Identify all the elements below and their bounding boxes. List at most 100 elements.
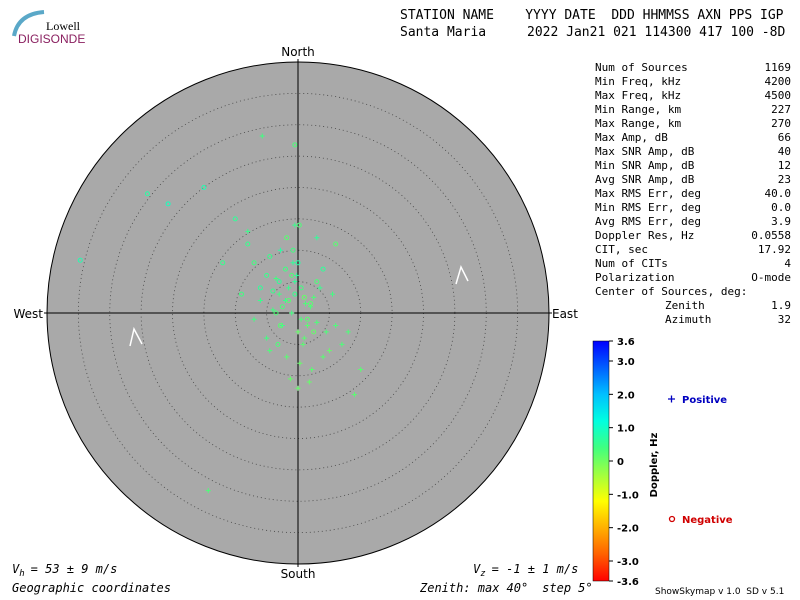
source-negative <box>320 266 326 272</box>
source-positive <box>323 329 329 335</box>
stat-value: 12 <box>778 159 791 172</box>
source-positive <box>311 294 317 300</box>
colorbar: 3.6 3.0 2.0 1.0 0 -1.0 -2.0 -3.0 -3.6 <box>592 337 639 588</box>
stat-label: Avg SNR Amp, dB <box>595 173 695 186</box>
source-negative <box>314 279 320 285</box>
source-positive <box>300 341 306 347</box>
source-negative <box>289 272 295 278</box>
coordinates: Geographic coordinates <box>12 581 171 595</box>
source-positive <box>259 133 265 139</box>
zenith-max-unit: ° <box>521 581 528 595</box>
zenith-step: 5 <box>578 581 585 595</box>
stat-value: 23 <box>778 173 791 186</box>
colorbar-tick-label: 0 <box>617 457 624 468</box>
colorbar-tick-label: -3.0 <box>617 557 639 568</box>
south-label: South <box>281 567 316 581</box>
source-negative <box>286 297 292 303</box>
stat-value: 66 <box>778 131 791 144</box>
colorbar-tick-label: -2.0 <box>617 524 639 535</box>
vh-text: = 53 ± 9 m/s <box>31 562 118 576</box>
source-positive <box>309 366 315 372</box>
vz-text: = -1 ± 1 m/s <box>492 562 579 576</box>
vz-symbol: V <box>473 562 481 576</box>
stat-label: Num of Sources <box>595 61 688 74</box>
stat-label: Num of CITs <box>595 257 668 270</box>
stat-label: Min Range, km <box>595 103 681 116</box>
source-negative <box>295 260 301 266</box>
source-positive <box>317 285 323 291</box>
source-positive <box>294 272 300 278</box>
east-label: East <box>552 307 578 321</box>
source-positive <box>295 329 301 335</box>
source-positive <box>345 329 351 335</box>
vz-subscript: z <box>480 569 485 579</box>
source-positive <box>333 323 339 329</box>
version: ShowSkymap v 1.0 SD v 5.1 <box>655 587 784 597</box>
legend-label: Negative <box>682 515 733 526</box>
logo-swoosh <box>12 10 45 37</box>
vz: Vz = -1 ± 1 m/s <box>473 562 578 579</box>
source-negative <box>292 142 298 148</box>
stat-value: 270 <box>771 117 791 130</box>
source-negative <box>298 285 304 291</box>
stat-label: Zenith <box>665 299 705 312</box>
source-positive <box>284 354 290 360</box>
source-positive <box>267 348 273 354</box>
source-negative <box>277 323 283 329</box>
source-negative <box>308 301 314 307</box>
source-positive <box>282 297 288 303</box>
legend: Positive Negative <box>668 395 733 526</box>
source-positive <box>286 285 292 291</box>
legend-marker <box>668 395 675 403</box>
colorbar-bar <box>592 340 610 582</box>
source-negative <box>251 260 257 266</box>
source-positive <box>304 323 310 329</box>
stat-label: Max RMS Err, deg <box>595 187 701 200</box>
zenith-step-label: step <box>542 581 571 595</box>
logo-bottom: DIGISONDE <box>18 32 85 46</box>
stat-value: 1169 <box>765 61 792 74</box>
source-negative <box>279 304 285 310</box>
source-negative <box>292 291 298 297</box>
source-negative <box>77 257 83 263</box>
station-values: 2022 Jan21 021 114300 417 100 -8D <box>527 25 785 40</box>
colorbar-tick-label: 3.6 <box>617 337 635 348</box>
logo: Lowell DIGISONDE <box>12 10 85 46</box>
vh: Vh = 53 ± 9 m/s <box>12 562 117 579</box>
zenith-prefix: Zenith: max <box>419 581 500 595</box>
stat-value: 40 <box>778 145 791 158</box>
colorbar-tick-label: -1.0 <box>617 490 639 501</box>
source-negative <box>257 285 263 291</box>
source-negative <box>239 291 245 297</box>
source-positive <box>245 228 251 234</box>
stat-label: Avg RMS Err, deg <box>595 215 701 228</box>
stat-value: 17.92 <box>758 243 791 256</box>
stat-label: Max SNR Amp, dB <box>595 145 695 158</box>
stat-value: 3.9 <box>771 215 791 228</box>
source-negative <box>301 294 307 300</box>
stat-label: Max Freq, kHz <box>595 89 681 102</box>
source-negative <box>290 247 296 253</box>
stat-group-label: Center of Sources, deg: <box>595 285 747 298</box>
source-positive <box>326 348 332 354</box>
source-positive <box>205 488 211 494</box>
zenith-step-unit: ° <box>585 581 592 595</box>
west-label: West <box>13 307 43 321</box>
colorbar-tick-label: 3.0 <box>617 357 635 368</box>
source-negative <box>201 185 207 190</box>
source-positive <box>273 275 279 281</box>
header-columns: STATION NAME YYYY DATE DDD HHMMSS AXN PP… <box>400 8 784 23</box>
stat-value: 0.0 <box>771 201 791 214</box>
stat-label: CIT, sec <box>595 243 648 256</box>
north-label: North <box>281 45 315 59</box>
source-positive <box>303 301 309 307</box>
source-negative <box>284 235 290 241</box>
stat-label: Min SNR Amp, dB <box>595 159 695 172</box>
legend-marker <box>668 515 676 523</box>
source-negative <box>144 191 150 197</box>
source-positive <box>270 307 276 313</box>
stat-label: Max Amp, dB <box>595 131 668 144</box>
source-positive <box>264 335 270 341</box>
source-negative <box>333 241 339 247</box>
source-negative <box>232 216 238 222</box>
